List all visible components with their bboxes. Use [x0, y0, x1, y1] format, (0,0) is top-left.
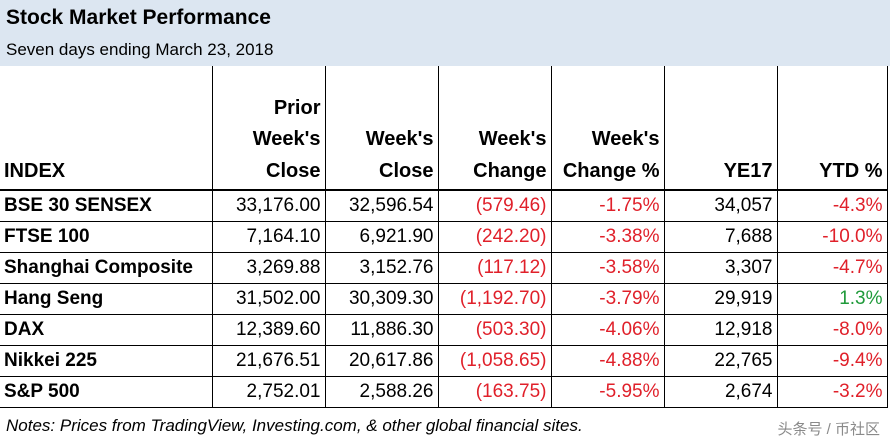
header-line: INDEX	[4, 159, 66, 182]
header-ye17: YE17	[663, 66, 777, 191]
cell-ye17: 34,057	[663, 190, 777, 222]
cell-index: BSE 30 SENSEX	[0, 190, 212, 222]
header-line: YE17	[723, 159, 773, 182]
cell-week-change-pct: -4.88%	[550, 345, 664, 377]
cell-week-change-pct: -5.95%	[550, 376, 664, 408]
cell-week-close: 6,921.90	[324, 221, 438, 253]
header-line: Change %	[562, 159, 660, 182]
cell-ytd-pct: -10.0%	[776, 221, 888, 253]
table-body: BSE 30 SENSEX 33,176.00 32,596.54 (579.46) -…	[0, 190, 888, 408]
cell-week-close: 30,309.30	[324, 283, 438, 315]
cell-ye17: 29,919	[663, 283, 777, 315]
cell-ytd-pct: -3.2%	[776, 376, 888, 408]
cell-index: DAX	[0, 314, 212, 346]
header-line: Week's	[365, 128, 434, 150]
cell-ytd-pct: -8.0%	[776, 314, 888, 346]
header-week-close: Week's Close	[324, 66, 438, 191]
cell-week-close: 11,886.30	[324, 314, 438, 346]
cell-index: Nikkei 225	[0, 345, 212, 377]
table-row: DAX 12,389.60 11,886.30 (503.30) -4.06% 12,91…	[0, 314, 888, 346]
cell-ytd-pct: 1.3%	[776, 283, 888, 315]
title-band: Stock Market Performance Seven days endi…	[0, 0, 890, 66]
cell-ye17: 22,765	[663, 345, 777, 377]
header-line: Close	[379, 159, 434, 182]
header-ytd-pct: YTD %	[776, 66, 888, 191]
header-week-change: Week's Change	[437, 66, 551, 191]
header-line: YTD %	[819, 159, 883, 182]
table-row: Shanghai Composite 3,269.88 3,152.76 (117.1…	[0, 252, 888, 284]
cell-ytd-pct: -9.4%	[776, 345, 888, 377]
cell-week-change: (1,058.65)	[437, 345, 551, 377]
cell-week-close: 3,152.76	[324, 252, 438, 284]
header-line: Change	[473, 159, 547, 182]
cell-prior-week-close: 31,502.00	[211, 283, 325, 315]
header-line: Prior	[273, 96, 321, 119]
cell-index: S&P 500	[0, 376, 212, 408]
table-row: Nikkei 225 21,676.51 20,617.86 (1,058.65) -4…	[0, 345, 888, 377]
cell-prior-week-close: 21,676.51	[211, 345, 325, 377]
header-week-change-pct: Week's Change %	[550, 66, 664, 191]
cell-week-close: 20,617.86	[324, 345, 438, 377]
cell-prior-week-close: 2,752.01	[211, 376, 325, 408]
table-row: BSE 30 SENSEX 33,176.00 32,596.54 (579.46) -…	[0, 190, 888, 222]
cell-week-change-pct: -3.79%	[550, 283, 664, 315]
cell-ytd-pct: -4.7%	[776, 252, 888, 284]
stock-performance-table: INDEX Prior Week's Close Week's Close Week's Ch…	[0, 66, 888, 408]
cell-index: Shanghai Composite	[0, 252, 212, 284]
cell-week-change: (1,192.70)	[437, 283, 551, 315]
cell-week-change-pct: -3.58%	[550, 252, 664, 284]
table-row: Hang Seng 31,502.00 30,309.30 (1,192.70) -3.…	[0, 283, 888, 315]
cell-index: FTSE 100	[0, 221, 212, 253]
cell-prior-week-close: 7,164.10	[211, 221, 325, 253]
cell-prior-week-close: 3,269.88	[211, 252, 325, 284]
cell-week-change: (163.75)	[437, 376, 551, 408]
header-index: INDEX	[0, 66, 212, 191]
header-line: Week's	[252, 128, 321, 150]
header-line: Week's	[478, 128, 547, 150]
cell-week-change: (579.46)	[437, 190, 551, 222]
cell-week-change: (503.30)	[437, 314, 551, 346]
cell-ye17: 12,918	[663, 314, 777, 346]
cell-ytd-pct: -4.3%	[776, 190, 888, 222]
table-header-row: INDEX Prior Week's Close Week's Close Week's Ch…	[0, 66, 888, 191]
cell-week-change-pct: -1.75%	[550, 190, 664, 222]
watermark: 头条号 / 币社区	[777, 421, 880, 438]
cell-week-close: 32,596.54	[324, 190, 438, 222]
cell-week-change-pct: -3.38%	[550, 221, 664, 253]
header-prior-week-close: Prior Week's Close	[211, 66, 325, 191]
page-subtitle: Seven days ending March 23, 2018	[6, 40, 274, 59]
header-line: Close	[266, 159, 321, 182]
cell-week-close: 2,588.26	[324, 376, 438, 408]
cell-prior-week-close: 33,176.00	[211, 190, 325, 222]
cell-week-change: (117.12)	[437, 252, 551, 284]
cell-prior-week-close: 12,389.60	[211, 314, 325, 346]
cell-week-change: (242.20)	[437, 221, 551, 253]
page-title: Stock Market Performance	[6, 6, 271, 29]
cell-ye17: 2,674	[663, 376, 777, 408]
cell-index: Hang Seng	[0, 283, 212, 315]
cell-week-change-pct: -4.06%	[550, 314, 664, 346]
header-line: Week's	[591, 128, 660, 150]
table-notes: Notes: Prices from TradingView, Investin…	[6, 416, 583, 435]
table-row: S&P 500 2,752.01 2,588.26 (163.75) -5.95% 2,6…	[0, 376, 888, 408]
cell-ye17: 7,688	[663, 221, 777, 253]
table-row: FTSE 100 7,164.10 6,921.90 (242.20) -3.38% 7,…	[0, 221, 888, 253]
cell-ye17: 3,307	[663, 252, 777, 284]
